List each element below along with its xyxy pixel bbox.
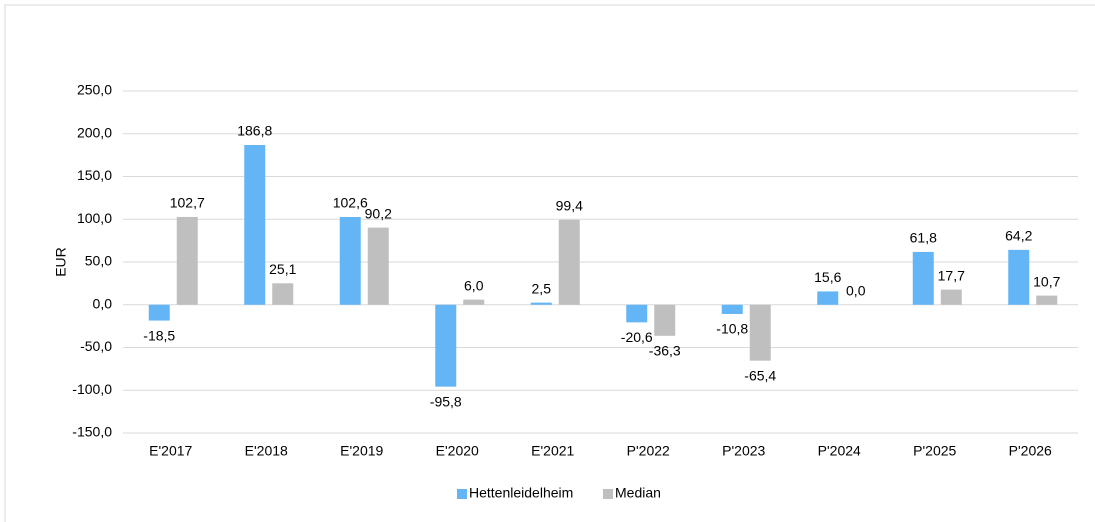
x-tick-label: P'2026 (1009, 443, 1052, 459)
bar (912, 251, 934, 305)
value-label: 99,4 (556, 197, 583, 213)
bar (940, 289, 962, 305)
value-label: 186,8 (237, 123, 272, 139)
y-tick-label: 250,0 (77, 82, 112, 98)
value-label: -95,8 (430, 393, 462, 409)
bar (244, 145, 266, 305)
bar (463, 299, 485, 305)
x-tick-label: P'2024 (818, 443, 861, 459)
x-tick-label: P'2022 (627, 443, 670, 459)
legend-label: Hettenleidelheim (469, 485, 573, 501)
y-tick-label: -100,0 (72, 381, 112, 397)
y-tick-label: -50,0 (80, 338, 112, 354)
x-tick-label: P'2023 (722, 443, 765, 459)
y-tick-label: -150,0 (72, 424, 112, 440)
value-label: 10,7 (1033, 273, 1060, 289)
value-label: 102,6 (333, 195, 368, 211)
value-label: 0,0 (846, 282, 866, 298)
value-label: 6,0 (464, 277, 484, 293)
y-tick-label: 50,0 (85, 253, 112, 269)
x-tick-label: E'2017 (149, 443, 192, 459)
x-tick-label: P'2025 (913, 443, 956, 459)
value-label: -20,6 (621, 329, 653, 345)
bar (626, 304, 648, 323)
bar (817, 291, 839, 305)
bar (435, 304, 457, 387)
x-tick-label: E'2019 (340, 443, 383, 459)
chart-frame (4, 4, 1095, 522)
value-label: 15,6 (814, 269, 841, 285)
y-axis-label: EUR (53, 247, 69, 277)
bar (1008, 249, 1030, 305)
bar (367, 227, 389, 305)
value-label: 2,5 (532, 280, 552, 296)
legend-swatch (457, 489, 467, 499)
bar (176, 216, 198, 305)
bar (749, 304, 771, 361)
y-tick-label: 100,0 (77, 210, 112, 226)
bar (558, 219, 580, 305)
bar (654, 304, 676, 336)
bar (272, 283, 294, 305)
bar (530, 302, 552, 305)
y-tick-label: 200,0 (77, 124, 112, 140)
value-label: 61,8 (910, 230, 937, 246)
x-tick-label: E'2018 (245, 443, 288, 459)
x-tick-label: E'2020 (436, 443, 479, 459)
value-label: 102,7 (170, 195, 205, 211)
value-label: -18,5 (143, 327, 175, 343)
legend-label: Median (615, 485, 661, 501)
x-tick-label: E'2021 (531, 443, 574, 459)
bar (148, 304, 170, 321)
value-label: -36,3 (649, 342, 681, 358)
value-label: 25,1 (269, 261, 296, 277)
bar (339, 217, 361, 305)
value-label: 90,2 (365, 205, 392, 221)
legend-swatch (603, 489, 613, 499)
value-label: -10,8 (716, 321, 748, 337)
y-tick-label: 150,0 (77, 167, 112, 183)
bar (1036, 295, 1058, 305)
value-label: 17,7 (938, 267, 965, 283)
y-tick-label: 0,0 (93, 295, 113, 311)
value-label: 64,2 (1005, 228, 1032, 244)
value-label: -65,4 (744, 367, 776, 383)
bar (721, 304, 743, 314)
